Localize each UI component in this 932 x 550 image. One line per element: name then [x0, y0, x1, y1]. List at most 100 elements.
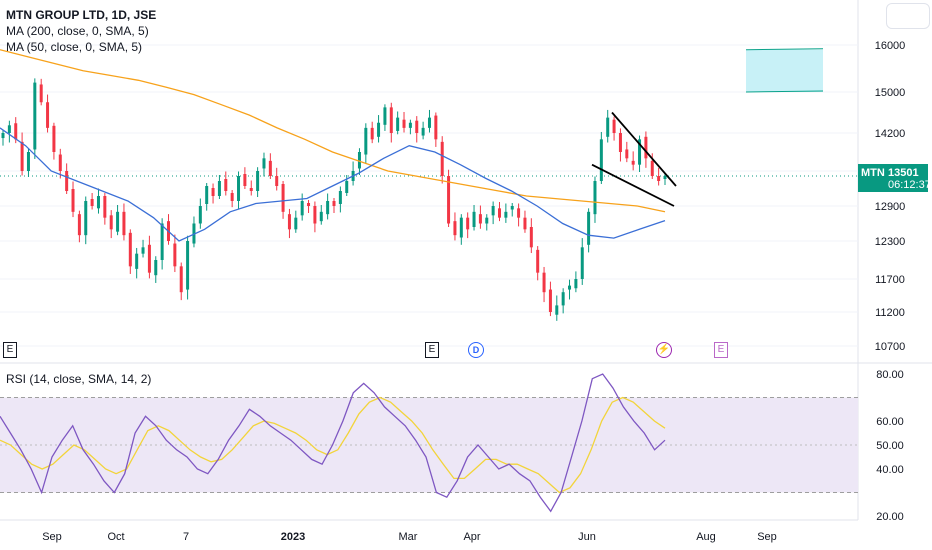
candle-body [370, 127, 374, 140]
candle-body [96, 196, 100, 209]
price-tick-label: 11200 [875, 307, 905, 319]
candle-body [593, 181, 597, 215]
candle-body [20, 141, 24, 171]
future-earnings-event-icon[interactable]: E [714, 342, 728, 358]
candle-body [612, 119, 616, 133]
earnings-event-icon[interactable]: E [425, 342, 439, 358]
channel-lower-line [591, 163, 675, 207]
candle-body [217, 181, 221, 196]
candle-body [90, 199, 94, 206]
price-tag-countdown: 06:12:37 [888, 179, 931, 191]
candle-body [606, 117, 610, 137]
rsi-tick-label: 80.00 [876, 369, 904, 381]
ma50-line [0, 127, 666, 242]
candle-body [186, 241, 190, 290]
candle-body [618, 133, 622, 152]
candle-body [46, 102, 50, 128]
rsi-ma-line [0, 396, 666, 494]
candle-body [440, 141, 444, 176]
candle-body [237, 176, 241, 201]
time-tick-label: Jun [578, 531, 596, 543]
candle-body [116, 211, 120, 232]
candle-body [517, 208, 521, 218]
candle-body [307, 203, 311, 206]
candle-body [103, 196, 107, 218]
candle-body [574, 279, 578, 289]
target-zone [745, 48, 824, 93]
candle-body [650, 160, 654, 176]
channel-lines [591, 111, 677, 207]
legend-ma50[interactable]: MA (50, close, 0, SMA, 5) [6, 40, 143, 54]
candle-body [408, 122, 412, 128]
candle-body [345, 181, 349, 193]
time-tick-label: 2023 [281, 531, 305, 543]
grid [0, 44, 858, 347]
split-event-icon[interactable]: ⚡ [656, 342, 672, 358]
price-axis[interactable]: 1600015000142001360012900123001170011200… [875, 40, 906, 353]
rsi-tick-label: 60.00 [876, 416, 904, 428]
target-zone-top [745, 48, 824, 51]
candle-body [536, 249, 540, 273]
candle-body [313, 206, 317, 224]
candle-body [599, 139, 603, 181]
candle-body [52, 125, 56, 152]
candle-body [319, 211, 323, 222]
candle-body [179, 266, 183, 293]
price-tick-label: 14200 [875, 128, 906, 140]
legend-title: MTN GROUP LTD, 1D, JSE [6, 8, 156, 22]
settings-button[interactable] [886, 3, 930, 29]
candle-body [65, 171, 69, 191]
candle-body [459, 217, 463, 238]
rsi-tick-label: 50.00 [876, 440, 904, 452]
symbol-title: MTN GROUP LTD, 1D, JSE [6, 8, 157, 22]
candle-body [128, 232, 132, 267]
candle-body [243, 174, 247, 186]
candle-body [377, 122, 381, 137]
time-tick-label: Oct [107, 531, 124, 543]
candle-body [396, 117, 400, 131]
target-zone-rect [746, 49, 823, 92]
candle-body [478, 214, 482, 224]
earnings-event-icon[interactable]: E [3, 342, 17, 358]
candle-body [249, 188, 253, 191]
candle-body [657, 176, 661, 181]
price-tick-label: 10700 [875, 341, 906, 353]
candle-body [644, 136, 648, 159]
candle-body [402, 119, 406, 128]
candle-body [625, 149, 629, 159]
legend-ma200[interactable]: MA (200, close, 0, SMA, 5) [6, 24, 149, 38]
candle-body [281, 184, 285, 212]
candle-body [109, 215, 113, 230]
time-axis[interactable]: Sep Oct 7 2023 Mar Apr Jun Aug Sep [42, 531, 777, 543]
candle-body [357, 152, 361, 169]
candle-body [26, 152, 30, 171]
moving-averages [0, 49, 666, 242]
price-tick-label: 12300 [875, 236, 906, 248]
time-tick-label: Sep [42, 531, 62, 543]
candle-body [211, 188, 215, 196]
rsi-pane [0, 373, 858, 513]
candle-body [326, 201, 330, 215]
candle-body [663, 175, 667, 179]
candle-body [434, 115, 438, 140]
candle-body [389, 107, 393, 133]
rsi-tick-label: 40.00 [876, 464, 904, 476]
candle-body [14, 123, 18, 140]
rsi-line [0, 373, 666, 513]
candle-body [287, 214, 291, 230]
candle-body [135, 253, 139, 269]
dividend-event-icon[interactable]: D [468, 342, 484, 358]
candle-body [466, 217, 470, 230]
legend-rsi[interactable]: RSI (14, close, SMA, 14, 2) [6, 372, 152, 386]
price-tick-label: 11700 [875, 274, 905, 286]
candle-body [568, 285, 572, 290]
channel-upper-line [611, 111, 677, 187]
candle-body [84, 201, 88, 236]
candle-body [485, 217, 489, 224]
candle-body [338, 191, 342, 204]
rsi-axis[interactable]: 80.00 60.00 50.00 40.00 20.00 [876, 369, 904, 523]
candle-body [548, 289, 552, 312]
candle-body [262, 158, 266, 169]
candle-body [510, 206, 514, 210]
